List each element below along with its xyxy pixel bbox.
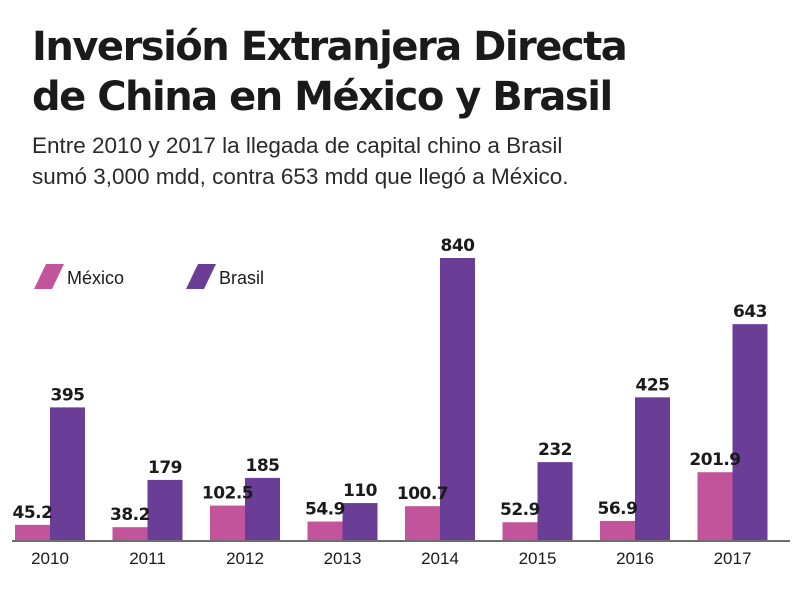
bar-brasil-2017: [732, 324, 768, 540]
data-label-mexico-2010: 45.2: [13, 503, 53, 523]
x-tick-2015: 2015: [519, 549, 557, 568]
bar-brasil-2011: [147, 479, 183, 540]
data-label-mexico-2013: 54.9: [305, 500, 345, 520]
data-label-mexico-2017: 201.9: [689, 450, 740, 470]
x-tick-2013: 2013: [324, 549, 362, 568]
bar-mexico-2014: [405, 506, 440, 540]
bar-mexico-2013: [307, 521, 343, 540]
chart-subtitle-line-2: sumó 3,000 mdd, contra 653 mdd que llegó…: [32, 164, 569, 189]
bar-mexico-2015: [502, 522, 538, 540]
bar-brasil-2015: [537, 462, 573, 540]
chart-legend: México Brasil: [34, 264, 264, 289]
data-label-brasil-2013: 110: [343, 481, 378, 501]
chart-bars: [15, 258, 768, 540]
bar-brasil-2014: [440, 258, 475, 540]
chart-subtitle-line-1: Entre 2010 y 2017 la llegada de capital …: [32, 133, 563, 158]
data-label-brasil-2010: 395: [51, 385, 85, 405]
bar-mexico-2010: [15, 524, 50, 540]
x-axis-ticks: 2010 2011 2012 2013 2014 2015 2016 2017: [31, 549, 751, 568]
legend-label-brasil: Brasil: [219, 268, 264, 288]
chart-title: Inversión Extranjera Directa de China en…: [32, 22, 628, 122]
bar-brasil-2012: [245, 477, 280, 540]
legend-swatch-mexico: [34, 264, 64, 289]
x-tick-2010: 2010: [31, 549, 69, 568]
data-label-brasil-2016: 425: [636, 375, 670, 395]
x-tick-2017: 2017: [714, 549, 752, 568]
data-label-brasil-2011: 179: [148, 458, 182, 478]
data-label-mexico-2016: 56.9: [598, 499, 638, 519]
legend-label-mexico: México: [67, 268, 124, 288]
chart-subtitle: Entre 2010 y 2017 la llegada de capital …: [32, 130, 569, 192]
data-label-mexico-2012: 102.5: [202, 484, 253, 504]
bar-mexico-2016: [600, 520, 635, 540]
bar-mexico-2012: [210, 505, 245, 540]
data-label-mexico-2014: 100.7: [397, 484, 448, 504]
bar-brasil-2016: [635, 397, 670, 540]
data-label-brasil-2015: 232: [538, 440, 572, 460]
bar-mexico-2011: [112, 527, 148, 540]
x-tick-2016: 2016: [616, 549, 654, 568]
data-label-brasil-2017: 643: [733, 302, 767, 322]
x-tick-2012: 2012: [226, 549, 264, 568]
chart-title-line-1: Inversión Extranjera Directa: [32, 24, 628, 70]
legend-swatch-brasil: [186, 264, 216, 289]
bar-brasil-2013: [342, 503, 378, 540]
x-tick-2011: 2011: [129, 549, 166, 568]
chart-title-line-2: de China en México y Brasil: [32, 74, 613, 120]
data-label-mexico-2011: 38.2: [110, 505, 150, 525]
data-label-brasil-2012: 185: [246, 456, 280, 476]
bar-mexico-2017: [697, 472, 733, 540]
data-label-brasil-2014: 840: [441, 236, 476, 256]
bar-brasil-2010: [50, 407, 85, 540]
data-label-mexico-2015: 52.9: [500, 500, 540, 520]
x-tick-2014: 2014: [421, 549, 459, 568]
